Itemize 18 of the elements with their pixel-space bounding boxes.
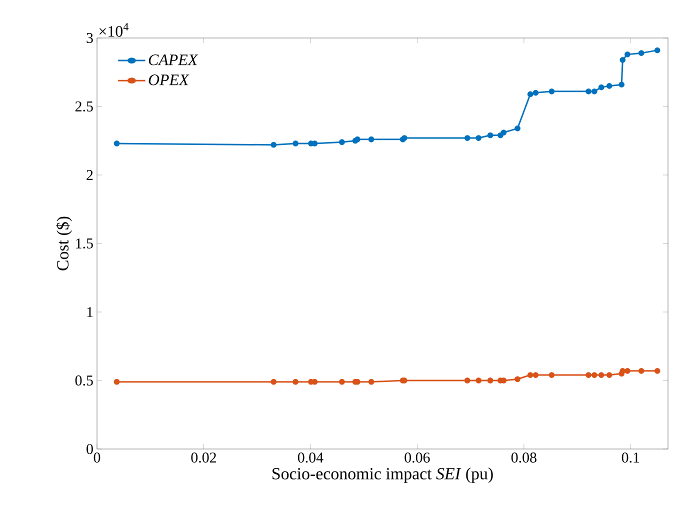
x-axis-title: Socio-economic impact SEI (pu)	[272, 468, 493, 483]
y-tick-label: 1.5	[76, 238, 93, 249]
y-tick-label: 2	[86, 170, 93, 180]
y-tick-label: 0	[86, 444, 93, 454]
x-tick-label: 0.06	[404, 452, 430, 463]
x-tick-label: 0.02	[191, 452, 216, 463]
y-tick-label: 3	[86, 32, 93, 44]
legend-label: CAPEX	[148, 54, 198, 66]
x-tick-label: 0	[94, 452, 100, 463]
x-tick-label: 0.08	[511, 452, 536, 463]
y-tick-label: 1	[87, 307, 93, 317]
y-tick-label: 2.5	[75, 101, 93, 112]
text: ×10$^{4}$	[99, 23, 129, 37]
x-tick-label: 0.1	[622, 452, 640, 463]
legend-label: OPEX	[148, 74, 190, 86]
x-tick-label: 0.04	[298, 452, 324, 463]
y-tick-label: 0.5	[75, 375, 93, 386]
y-axis-title: Cost ($)	[56, 216, 72, 270]
